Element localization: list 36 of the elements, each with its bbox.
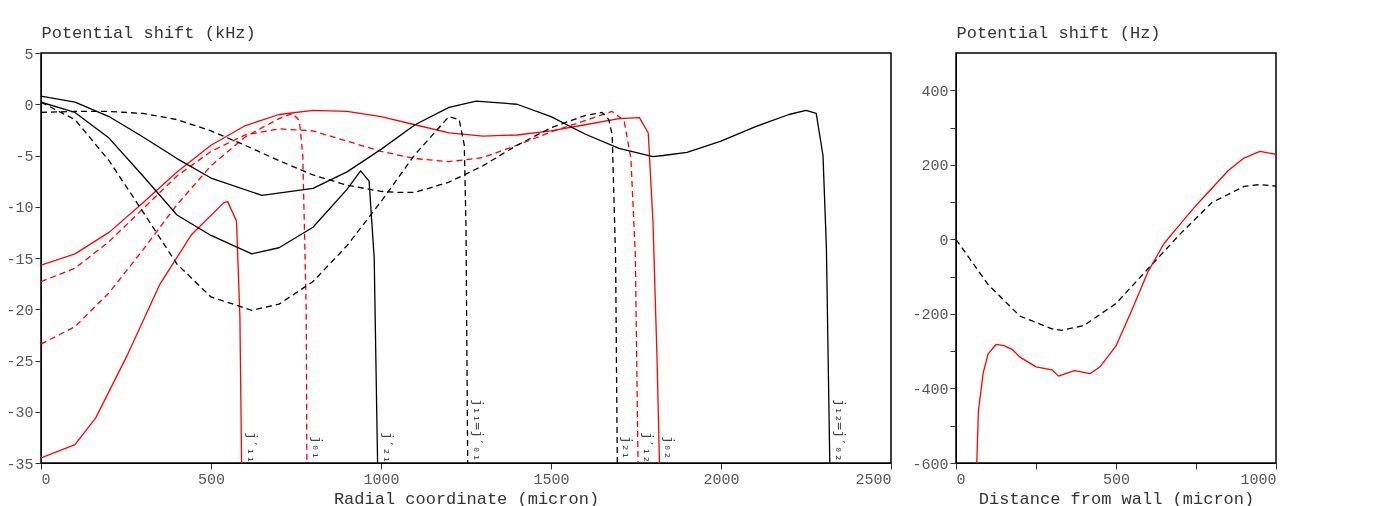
annotation: j′₂₁ [380, 431, 396, 464]
y-tick-label: -35 [6, 456, 34, 474]
x-tick-label: 0 [956, 471, 966, 489]
y-tick-label: 400 [921, 83, 949, 101]
x-tick-label: 500 [1102, 471, 1131, 489]
y-tick-label: 0 [939, 232, 949, 250]
y-tick-label: -20 [6, 302, 34, 320]
annotation: j′₁₁ [244, 431, 260, 464]
line-series [41, 200, 243, 463]
y-axis-title: Potential shift (kHz) [41, 23, 256, 43]
y-tick-label: -600 [912, 456, 949, 474]
annotation: j₁₁=j′₀₁ [470, 398, 486, 462]
x-tick-label: 1000 [363, 471, 400, 489]
x-tick-label: 1000 [1240, 471, 1277, 489]
y-tick-label: 200 [921, 158, 949, 176]
annotation: j₀₁ [309, 435, 325, 460]
y-tick-label: -30 [6, 405, 34, 423]
y-tick-label: -15 [6, 251, 34, 269]
y-tick-label: 5 [24, 46, 34, 64]
x-tick-label: 1500 [533, 471, 570, 489]
x-tick-label: 500 [197, 471, 226, 489]
annotation: j₁₂=j′₀₂ [832, 398, 848, 462]
y-tick-label: -10 [6, 200, 34, 218]
y-tick-label: -200 [912, 307, 949, 325]
y-tick-label: -400 [912, 381, 949, 399]
y-tick-label: -25 [6, 354, 34, 371]
y-tick-label: 0 [24, 97, 34, 115]
annotation: j₀₂ [662, 435, 678, 460]
y-tick-label: -5 [15, 149, 34, 166]
line-series [976, 150, 1276, 463]
x-tick-label: 2500 [855, 471, 892, 489]
x-tick-label: 2000 [703, 471, 740, 489]
y-axis-title: Potential shift (Hz) [956, 23, 1161, 43]
annotation: j₂₁ [620, 435, 636, 460]
annotation: j′₁₂ [641, 431, 657, 464]
x-tick-label: 0 [41, 471, 51, 489]
